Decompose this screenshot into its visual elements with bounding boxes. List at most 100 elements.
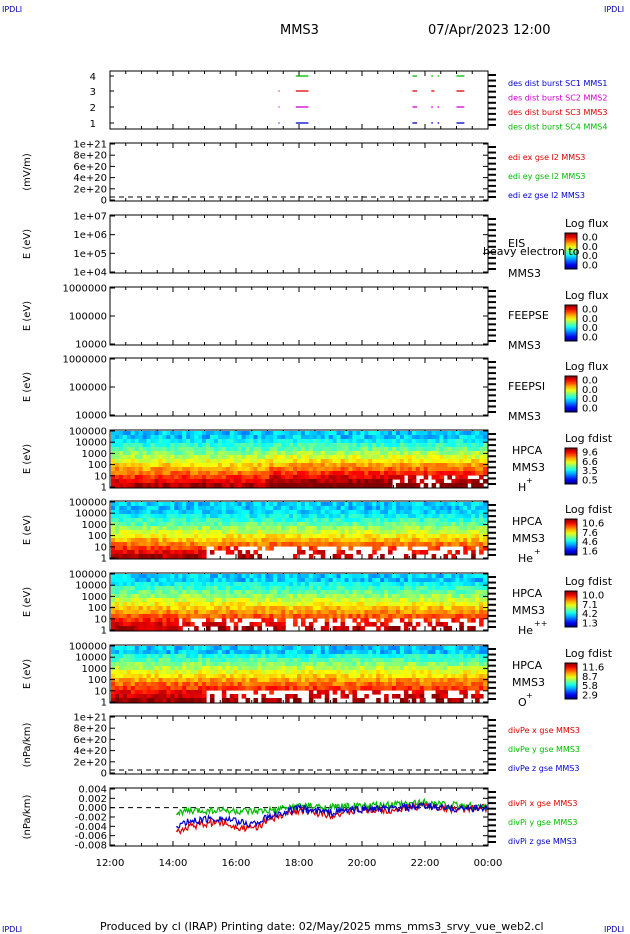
spectrogram-cell [415, 578, 421, 583]
spectrogram-cell [293, 622, 298, 627]
spectrogram-cell [205, 582, 211, 587]
spectrogram-cell [463, 574, 468, 579]
spectrogram-cell [198, 538, 203, 543]
spectrogram-cell [372, 550, 377, 555]
spectrogram-cell [273, 574, 278, 579]
spectrogram-cell [423, 550, 429, 555]
spectrogram-cell [245, 459, 251, 464]
spectrogram-cell [320, 502, 326, 507]
spectrogram-cell [249, 610, 255, 615]
spectrogram-cell [316, 455, 322, 460]
spectrogram-cell [237, 542, 243, 547]
spectrogram-cell [320, 542, 326, 547]
spectrogram-cell [150, 590, 156, 595]
spectrogram-cell [411, 590, 417, 595]
spectrogram-cell [186, 662, 191, 667]
spectrogram-cell [213, 662, 219, 667]
spectrogram-cell [320, 614, 326, 619]
spectrogram-cell [308, 463, 314, 468]
spectrogram-cell [209, 459, 215, 464]
spectrogram-cell [332, 554, 338, 559]
spectrogram-cell [249, 530, 255, 535]
spectrogram-cell [304, 534, 310, 539]
spectrogram-cell [178, 658, 183, 663]
spectrogram-cell [399, 471, 405, 476]
spectrogram-cell [182, 602, 187, 607]
spectrogram-cell [273, 467, 278, 472]
spectrogram-cell [202, 662, 207, 667]
spectrogram-cell [360, 463, 365, 468]
spectrogram-cell [300, 502, 306, 507]
spectrogram-cell [190, 682, 195, 687]
spectrogram-cell [415, 602, 421, 607]
spectrogram-cell [281, 518, 286, 523]
spectrogram-cell [411, 443, 417, 448]
spectrogram-cell [166, 502, 171, 507]
spectrogram-cell [348, 554, 354, 559]
y-tick-label: 1000 [82, 592, 107, 603]
spectrogram-cell [411, 514, 417, 519]
spectrogram-cell [265, 502, 270, 507]
spectrogram-cell [415, 610, 421, 615]
spectrogram-cell [202, 654, 207, 659]
spectrogram-cell [447, 435, 452, 440]
spectrogram-cell [241, 479, 247, 484]
spectrogram-cell [225, 682, 231, 687]
spectrogram-cell [138, 463, 144, 468]
spectrogram-cell [229, 471, 235, 476]
spectrogram-cell [142, 658, 148, 663]
spectrogram-cell [158, 463, 164, 468]
spectrogram-cell [467, 467, 472, 472]
spectrogram-cell [146, 698, 152, 703]
spectrogram-cell [384, 530, 389, 535]
spectrogram-cell [411, 602, 417, 607]
spectrogram-cell [241, 554, 247, 559]
spectrogram-cell [114, 666, 120, 671]
spectrogram-cell [297, 602, 302, 607]
spectrogram-cell [221, 467, 227, 472]
spectrogram-cell [364, 483, 369, 488]
spectrogram-cell [475, 578, 480, 583]
spectrogram-cell [162, 467, 168, 472]
spectrogram-cell [451, 459, 456, 464]
spectrogram-cell [209, 666, 215, 671]
spectrogram-cell [122, 682, 128, 687]
spectrogram-cell [237, 598, 243, 603]
spectrogram-cell [154, 467, 160, 472]
spectrogram-cell [162, 554, 168, 559]
spectrogram-cell [114, 646, 120, 651]
spectrogram-cell [118, 451, 124, 456]
spectrogram-cell [174, 483, 179, 488]
spectrogram-cell [138, 514, 144, 519]
spectrogram-cell [328, 530, 334, 535]
spectrogram-cell [194, 475, 199, 480]
panel-frame [109, 70, 489, 130]
spectrogram-cell [399, 538, 405, 543]
spectrogram-cell [241, 578, 247, 583]
spectrogram-cell [257, 510, 262, 515]
corner-label-bottom-left: IPDLI [2, 925, 22, 934]
spectrogram-cell [316, 602, 322, 607]
spectrogram-cell [297, 610, 302, 615]
spectrogram-cell [388, 459, 393, 464]
spectrogram-cell [300, 431, 306, 436]
spectrogram-cell [142, 542, 148, 547]
spectrogram-cell [395, 526, 401, 531]
spectrogram-cell [158, 475, 164, 480]
spectrogram-cell [459, 602, 464, 607]
spectrogram-cell [479, 455, 484, 460]
spectrogram-cell [174, 439, 179, 444]
spectrogram-cell [158, 662, 164, 667]
spectrogram-cell [186, 471, 191, 476]
spectrogram-cell [451, 530, 456, 535]
spectrogram-cell [233, 670, 239, 675]
spectrogram-cell [221, 435, 227, 440]
spectrogram-cell [118, 506, 124, 511]
spectrogram-cell [415, 590, 421, 595]
spectrogram-cell [130, 678, 136, 683]
spectrogram-cell [194, 510, 199, 515]
spectrogram-cell [451, 606, 456, 611]
spectrogram-cell [475, 435, 480, 440]
spectrogram-cell [388, 443, 393, 448]
spectrogram-cell [213, 682, 219, 687]
